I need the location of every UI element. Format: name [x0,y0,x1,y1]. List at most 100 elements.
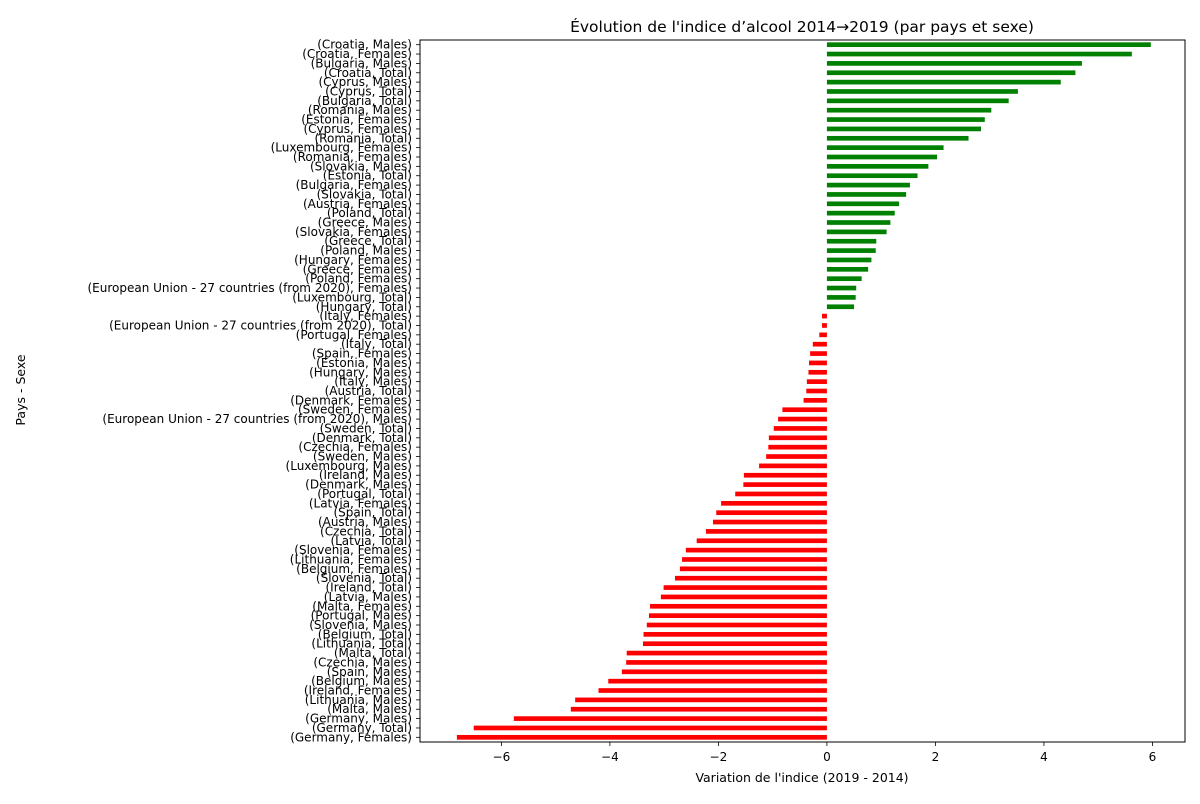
bar-1 [826,51,1132,57]
y-tick-label-69: (Ireland, Females) [304,684,412,698]
y-axis-title: Pays - Sexe [13,354,28,425]
bar-66 [626,660,827,665]
y-tick-label-10: (Romania, Total) [315,131,413,145]
bar-34 [809,360,827,366]
bar-64 [642,641,827,647]
y-tick-label-51: (Austria, Males) [318,515,412,529]
y-tick-label-44: (Sweden, Males) [313,450,412,464]
y-tick-label-20: (Slovakia, Females) [295,225,412,239]
bar-18 [826,210,895,216]
y-tick-label-31: (Portugal, Females) [296,328,412,342]
bar-63 [643,632,827,637]
y-tick-label-66: (Czechia, Males) [313,655,412,669]
y-tick-label-47: (Denmark, Males) [305,478,412,492]
bar-10 [826,135,969,141]
bar-67 [621,669,827,675]
bar-5 [826,89,1018,94]
bar-43 [768,444,827,450]
bar-54 [685,547,827,553]
bar-14 [826,173,918,179]
bar-16 [826,192,907,197]
chart-title: Évolution de l'indice d’alcool 2014→2019… [570,17,1034,36]
bar-6 [826,98,1009,104]
bar-29 [822,313,827,319]
y-tick-label-71: (Malta, Males) [327,702,412,716]
y-tick-label-72: (Germany, Males) [305,712,412,726]
y-tick-label-62: (Slovenia, Males) [309,618,412,632]
bar-25 [826,276,862,282]
bar-7 [826,107,992,113]
y-tick-label-61: (Portugal, Males) [311,609,412,623]
bar-46 [743,472,827,478]
y-tick-label-28: (Hungary, Total) [316,300,412,314]
y-tick-label-24: (Greece, Females) [303,262,412,276]
x-tick-label-4: 2 [932,750,940,764]
y-tick-label-41: (Sweden, Total) [320,421,412,435]
y-tick-label-74: (Germany, Females) [290,730,412,744]
bar-56 [679,566,827,572]
y-tick-label-43: (Czechia, Females) [298,440,412,454]
bar-12 [826,154,938,160]
y-tick-label-14: (Estonia, Total) [323,169,412,183]
bar-57 [675,575,827,581]
y-tick-label-30: (European Union - 27 countries (from 202… [109,318,412,332]
bar-26 [826,285,857,291]
y-tick-label-39: (Sweden, Females) [298,403,412,417]
bar-8 [826,117,985,122]
y-tick-label-48: (Portugal, Total) [317,487,412,501]
y-tick-label-68: (Belgium, Males) [311,674,412,688]
y-tick-label-1: (Croatia, Females) [302,47,412,61]
y-tick-label-58: (Ireland, Total) [325,581,412,595]
y-tick-label-57: (Slovenia, Total) [316,571,412,585]
y-tick-label-12: (Romania, Females) [293,150,412,164]
bar-17 [826,201,900,207]
y-tick-label-6: (Bulgaria, Total) [317,94,412,108]
bar-2 [826,61,1082,66]
y-tick-label-42: (Denmark, Total) [312,431,412,445]
y-tick-label-5: (Cyprus, Total) [325,84,412,98]
y-tick-label-21: (Greece, Total) [324,234,412,248]
bar-47 [743,482,827,487]
x-tick-label-3: 0 [823,750,831,764]
y-tick-labels: (Croatia, Males)(Croatia, Females)(Bulga… [87,38,420,744]
y-tick-label-67: (Spain, Males) [327,665,412,679]
bar-15 [826,182,910,188]
y-tick-label-55: (Lithuania, Females) [290,552,412,566]
bar-70 [575,697,827,703]
x-ticks: −6 −4 −2 0 2 4 6 [493,742,1157,764]
y-tick-label-50: (Spain, Total) [333,506,412,520]
bar-58 [663,585,827,590]
y-tick-label-70: (Lithuania, Males) [305,693,412,707]
y-tick-label-52: (Czechia, Total) [320,524,412,538]
x-tick-label-5: 4 [1040,750,1048,764]
bar-38 [803,398,827,403]
x-tick-label-6: 6 [1149,750,1157,764]
bar-59 [660,594,827,600]
bar-68 [608,678,827,684]
bar-71 [570,706,827,712]
bar-48 [735,491,827,497]
bar-23 [826,257,872,263]
bar-49 [721,500,827,506]
bar-11 [826,145,944,150]
y-tick-label-64: (Lithuania, Total) [311,637,412,651]
bar-30 [822,323,827,328]
x-tick-label-1: −4 [601,750,619,764]
y-tick-label-38: (Denmark, Females) [290,393,412,407]
y-tick-label-73: (Germany, Total) [312,721,412,735]
bar-27 [826,295,856,300]
y-tick-label-65: (Malta, Total) [334,646,412,660]
y-tick-label-0: (Croatia, Males) [317,38,412,52]
y-tick-label-8: (Estonia, Females) [301,113,412,127]
y-tick-label-40: (European Union - 27 countries (from 202… [102,412,412,426]
y-tick-label-60: (Malta, Females) [312,599,412,613]
bar-22 [826,248,876,253]
y-tick-label-16: (Slovakia, Total) [317,187,412,201]
y-tick-label-18: (Poland, Total) [327,206,412,220]
bar-4 [826,79,1061,85]
bar-51 [712,519,827,525]
x-tick-label-2: −2 [710,750,728,764]
bar-39 [782,407,827,413]
y-tick-label-2: (Bulgaria, Males) [311,56,412,70]
